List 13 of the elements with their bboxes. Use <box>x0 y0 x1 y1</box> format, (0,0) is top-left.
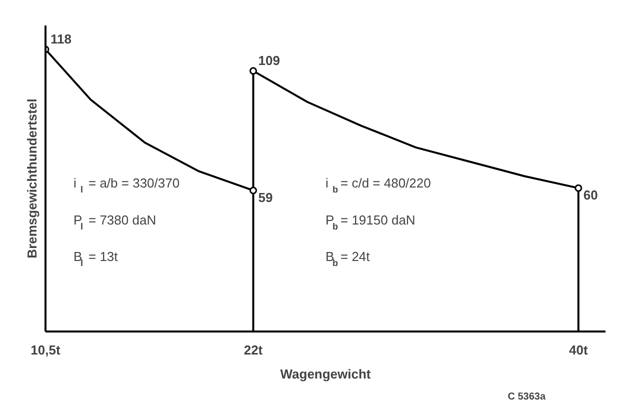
point <box>574 184 582 192</box>
point <box>249 186 257 194</box>
x-tick-label: 40t <box>569 342 588 358</box>
data-label: 60 <box>583 188 598 203</box>
data-label: 59 <box>258 190 273 205</box>
x-tick-label: 22t <box>244 342 264 358</box>
y-axis-title: Bremsgewichthundertstel <box>24 98 40 258</box>
x-axis-title: Wagengewicht <box>280 366 372 382</box>
point <box>249 67 257 75</box>
x-tick-label: 10,5t <box>30 342 61 358</box>
data-label: 118 <box>50 31 72 46</box>
data-label: 109 <box>258 52 280 68</box>
text: C 5363a <box>508 392 546 402</box>
